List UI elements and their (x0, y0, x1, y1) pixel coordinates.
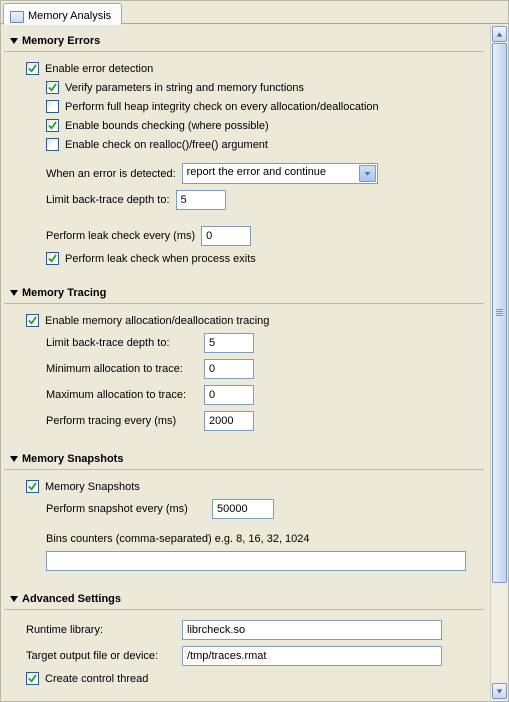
input-err-backtrace[interactable] (176, 190, 226, 210)
content-area: Memory Errors Enable error detection Ver… (2, 25, 507, 700)
checkbox-control-thread[interactable] (26, 672, 39, 685)
vertical-scrollbar[interactable] (490, 25, 507, 700)
checkbox-enable-snapshots[interactable] (26, 480, 39, 493)
label-leak-every: Perform leak check every (ms) (46, 230, 195, 242)
scroll-down-button[interactable] (492, 683, 507, 699)
label-bounds: Enable bounds checking (where possible) (65, 120, 269, 132)
label-control-thread: Create control thread (45, 673, 148, 685)
label-verify-params: Verify parameters in string and memory f… (65, 82, 304, 94)
section-title: Memory Tracing (22, 287, 106, 299)
scroll-up-button[interactable] (492, 26, 507, 42)
memory-analysis-icon (10, 9, 24, 23)
label-snapshot-every: Perform snapshot every (ms) (46, 503, 206, 515)
chevron-down-icon (496, 688, 503, 695)
checkbox-verify-params[interactable] (46, 81, 59, 94)
input-bins[interactable] (46, 551, 466, 571)
label-leak-on-exit: Perform leak check when process exits (65, 253, 256, 265)
expand-icon (10, 290, 18, 296)
label-bins: Bins counters (comma-separated) e.g. 8, … (46, 533, 310, 545)
select-on-error-action[interactable]: report the error and continue (182, 163, 378, 184)
chevron-down-icon (359, 165, 376, 182)
section-body-advanced: Runtime library: Target output file or d… (4, 610, 490, 685)
section-title: Advanced Settings (22, 593, 121, 605)
input-leak-every[interactable] (201, 226, 251, 246)
section-body-memory-snapshots: Memory Snapshots Perform snapshot every … (4, 470, 490, 585)
input-runtime-lib[interactable] (182, 620, 442, 640)
checkbox-enable-error-detection[interactable] (26, 62, 39, 75)
section-body-memory-tracing: Enable memory allocation/deallocation tr… (4, 304, 490, 445)
checkbox-realloc-free[interactable] (46, 138, 59, 151)
section-title: Memory Snapshots (22, 453, 123, 465)
chevron-up-icon (496, 31, 503, 38)
label-trace-every: Perform tracing every (ms) (46, 415, 198, 427)
checkbox-enable-tracing[interactable] (26, 314, 39, 327)
memory-analysis-panel: Memory Analysis Memory Errors Enable err… (0, 0, 509, 702)
label-trace-backtrace: Limit back-trace depth to: (46, 337, 198, 349)
input-target-output[interactable] (182, 646, 442, 666)
select-on-error-value: report the error and continue (187, 166, 326, 178)
label-runtime-lib: Runtime library: (26, 624, 176, 636)
section-header-advanced[interactable]: Advanced Settings (4, 587, 484, 610)
checkbox-bounds[interactable] (46, 119, 59, 132)
label-full-heap: Perform full heap integrity check on eve… (65, 101, 379, 113)
expand-icon (10, 596, 18, 602)
label-min-alloc: Minimum allocation to trace: (46, 363, 198, 375)
label-target-output: Target output file or device: (26, 650, 176, 662)
scroll-body: Memory Errors Enable error detection Ver… (2, 25, 490, 700)
section-header-memory-tracing[interactable]: Memory Tracing (4, 281, 484, 304)
checkbox-leak-on-exit[interactable] (46, 252, 59, 265)
section-header-memory-snapshots[interactable]: Memory Snapshots (4, 447, 484, 470)
input-snapshot-every[interactable] (212, 499, 274, 519)
tab-memory-analysis[interactable]: Memory Analysis (3, 3, 122, 25)
checkbox-full-heap[interactable] (46, 100, 59, 113)
label-on-error: When an error is detected: (46, 168, 176, 180)
input-trace-backtrace[interactable] (204, 333, 254, 353)
input-min-alloc[interactable] (204, 359, 254, 379)
label-realloc-free: Enable check on realloc()/free() argumen… (65, 139, 268, 151)
section-body-memory-errors: Enable error detection Verify parameters… (4, 52, 490, 279)
label-err-backtrace: Limit back-trace depth to: (46, 194, 170, 206)
expand-icon (10, 456, 18, 462)
scroll-thumb[interactable] (492, 43, 507, 583)
input-max-alloc[interactable] (204, 385, 254, 405)
label-max-alloc: Maximum allocation to trace: (46, 389, 198, 401)
tab-label: Memory Analysis (28, 10, 111, 22)
label-enable-snapshots: Memory Snapshots (45, 481, 140, 493)
tab-strip: Memory Analysis (1, 1, 508, 24)
expand-icon (10, 38, 18, 44)
section-title: Memory Errors (22, 35, 100, 47)
label-enable-tracing: Enable memory allocation/deallocation tr… (45, 315, 269, 327)
input-trace-every[interactable] (204, 411, 254, 431)
label-enable-error-detection: Enable error detection (45, 63, 153, 75)
section-header-memory-errors[interactable]: Memory Errors (4, 29, 484, 52)
